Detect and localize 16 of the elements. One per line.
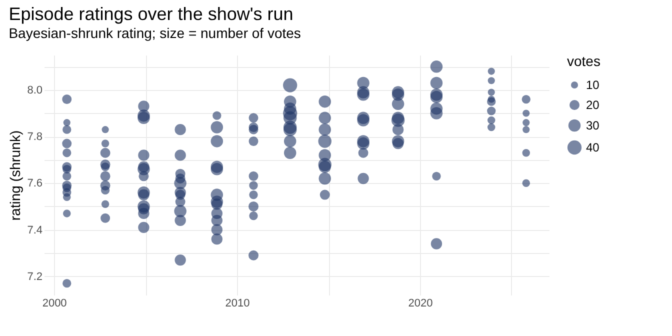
legend-label: 30 [586,118,600,132]
legend-label: 10 [586,78,600,92]
x-tick-label: 2000 [42,298,67,310]
y-tick-label: 7.6 [27,178,42,190]
x-tick-label: 2020 [408,298,433,310]
y-tick-label: 8.0 [27,84,42,96]
legend-label: 20 [586,98,600,112]
y-tick-label: 7.4 [27,224,42,236]
x-tick-label: 2010 [225,298,250,310]
y-tick-label: 7.2 [27,270,42,283]
legend-title: votes [567,53,600,69]
legend-label: 40 [586,140,600,154]
chart-subtitle: Bayesian-shrunk rating; size = number of votes [8,25,301,41]
y-tick-label: 7.8 [27,131,42,144]
y-axis-title: rating (shrunk) [7,130,24,221]
chart-title: Episode ratings over the show's run [8,4,294,24]
